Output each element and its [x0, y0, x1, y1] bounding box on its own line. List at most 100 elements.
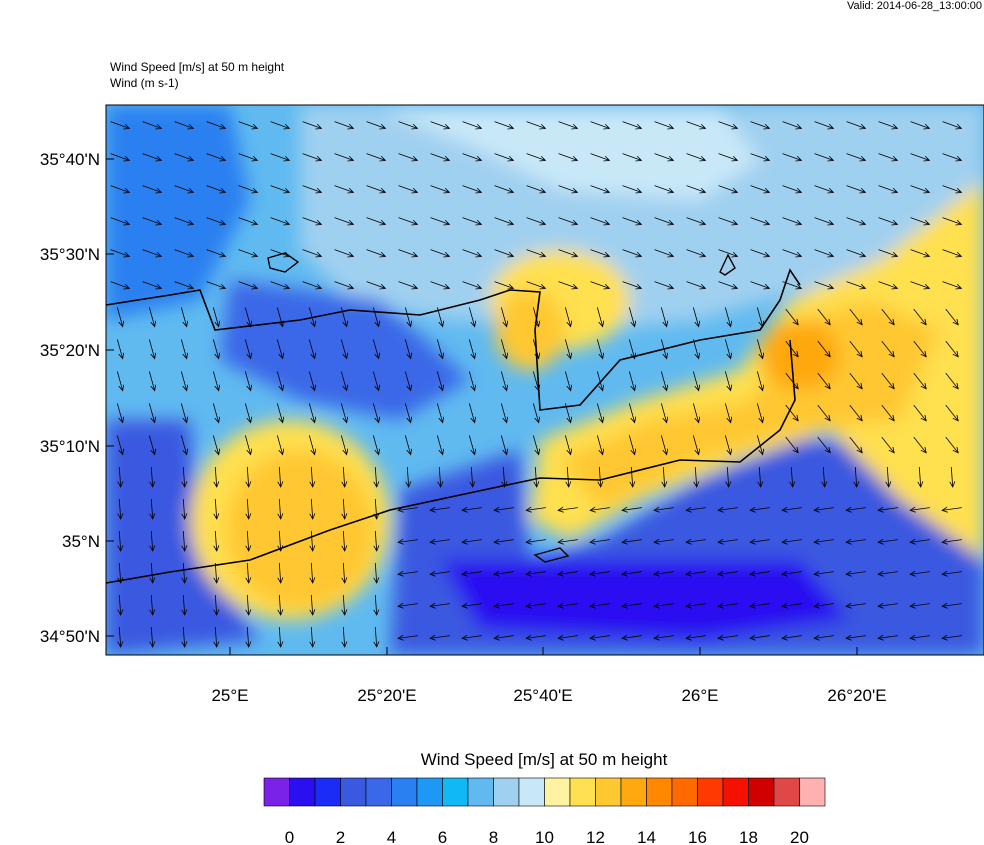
wind-arrow	[526, 185, 547, 194]
colorbar-swatch	[748, 777, 775, 807]
wind-arrow	[117, 626, 124, 648]
wind-arrow	[302, 217, 323, 226]
wind-arrow	[149, 498, 156, 520]
wind-arrow	[437, 466, 444, 488]
wind-arrow	[756, 435, 765, 456]
wind-arrow	[814, 249, 835, 258]
wind-arrow	[909, 570, 930, 577]
wind-arrow	[654, 217, 675, 226]
wind-arrow	[814, 153, 835, 162]
wind-arrow	[430, 281, 451, 290]
wind-arrow	[565, 466, 572, 488]
wind-arrow	[302, 281, 323, 290]
wind-arrow	[660, 339, 669, 360]
wind-arrow	[117, 530, 124, 552]
wind-arrow	[270, 217, 291, 226]
wind-arrow	[244, 339, 253, 360]
wind-arrow	[494, 249, 515, 258]
wind-arrow	[724, 403, 733, 424]
field-region	[225, 450, 375, 610]
wind-arrow	[238, 249, 259, 258]
colorbar-title: Wind Speed [m/s] at 50 m height	[421, 750, 668, 769]
wind-arrow	[942, 281, 963, 290]
wind-arrow	[781, 602, 802, 609]
island	[533, 547, 570, 563]
wind-arrow	[781, 538, 802, 545]
wind-arrow	[692, 307, 701, 328]
wind-arrow	[461, 602, 482, 609]
wind-arrow	[397, 634, 418, 641]
wind-arrow	[749, 634, 770, 641]
wind-arrow	[596, 339, 605, 360]
wind-arrow	[532, 339, 541, 360]
wind-arrow	[942, 153, 963, 162]
wind-arrow	[181, 562, 188, 584]
wind-arrow	[685, 634, 706, 641]
wind-arrow	[398, 281, 419, 290]
wind-arrow	[180, 403, 189, 424]
wind-arrow	[500, 435, 509, 456]
wind-arrow	[750, 121, 771, 130]
wind-arrow	[340, 403, 349, 424]
wind-arrow	[757, 466, 764, 488]
wind-arrow	[212, 339, 221, 360]
wind-arrow	[341, 626, 348, 648]
wind-arrow	[817, 436, 831, 454]
colorbar-swatch	[646, 777, 673, 807]
wind-arrow	[429, 602, 450, 609]
colorbar-swatch	[289, 777, 316, 807]
wind-arrow	[525, 602, 546, 609]
wind-arrow	[877, 602, 898, 609]
wind-arrow	[817, 340, 831, 358]
wind-arrow	[461, 634, 482, 641]
wind-arrow	[142, 121, 163, 130]
colorbar: 0 2 4 6 8 10 12 14 16 18 20	[263, 777, 826, 845]
colorbar-swatch	[340, 777, 367, 807]
wind-arrow	[372, 339, 381, 360]
wind-arrow	[814, 121, 835, 130]
wind-arrow	[238, 121, 259, 130]
colorbar-swatch	[416, 777, 443, 807]
wind-arrow	[436, 339, 445, 360]
wind-arrow	[881, 436, 895, 454]
wind-arrow	[532, 307, 541, 328]
wind-arrow	[181, 466, 188, 488]
wind-arrow	[846, 281, 867, 290]
wind-arrow	[174, 217, 195, 226]
wind-arrow	[277, 594, 284, 616]
wind-arrow	[846, 249, 867, 258]
wind-arrow	[913, 404, 927, 422]
wind-arrow	[277, 498, 284, 520]
wind-arrow	[785, 372, 799, 390]
wind-arrow	[526, 153, 547, 162]
wind-arrow	[749, 538, 770, 545]
wind-arrow	[596, 371, 605, 392]
wind-arrow	[309, 498, 316, 520]
wind-arrow	[654, 185, 675, 194]
wind-arrow	[781, 506, 802, 513]
wind-arrow	[653, 634, 674, 641]
wind-arrow	[302, 185, 323, 194]
wind-arrow	[142, 217, 163, 226]
wind-arrow	[878, 217, 899, 226]
wind-arrow	[949, 466, 956, 488]
wind-arrow	[628, 403, 637, 424]
wind-arrow	[910, 153, 931, 162]
wind-arrow	[878, 281, 899, 290]
colorbar-swatch	[595, 777, 622, 807]
wind-arrow	[206, 217, 227, 226]
wind-arrow	[653, 570, 674, 577]
wind-arrow	[717, 570, 738, 577]
wind-arrow	[756, 339, 765, 360]
wind-arrow	[436, 435, 445, 456]
wind-arrow	[750, 281, 771, 290]
wind-arrow	[845, 634, 866, 641]
lat-label: 35°40'N	[40, 150, 100, 169]
wind-arrow	[373, 562, 380, 584]
wind-arrow	[558, 121, 579, 130]
lon-label: 26°20'E	[827, 686, 886, 705]
wind-arrow	[212, 307, 221, 328]
wind-arrow	[308, 371, 317, 392]
wind-arrow	[878, 121, 899, 130]
wind-arrow	[334, 217, 355, 226]
